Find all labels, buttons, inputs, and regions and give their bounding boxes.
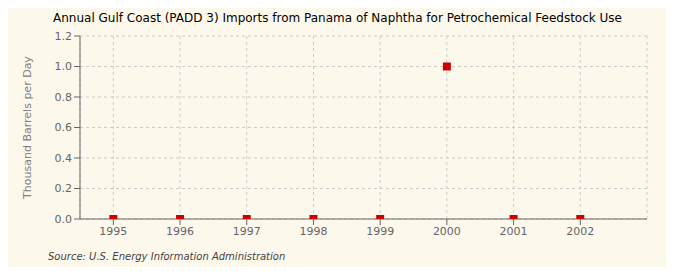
svg-text:1995: 1995 (99, 225, 127, 238)
svg-text:1996: 1996 (166, 225, 194, 238)
svg-text:2000: 2000 (433, 225, 461, 238)
svg-text:1998: 1998 (299, 225, 327, 238)
html-text:Source: U.S. Energy Informatio: Source: U.S. Energy Information Administ… (48, 251, 286, 262)
svg-text:1.0: 1.0 (55, 60, 73, 73)
html-text:Annual Gulf Coast (PADD 3) Imp: Annual Gulf Coast (PADD 3) Imports from … (53, 11, 622, 25)
svg-text:0.0: 0.0 (55, 213, 73, 226)
svg-text:1997: 1997 (233, 225, 261, 238)
svg-text:1.2: 1.2 (55, 30, 73, 43)
svg-text:Thousand Barrels per Day: Thousand Barrels per Day (21, 56, 34, 200)
svg-text:0.4: 0.4 (55, 152, 73, 165)
svg-text:1999: 1999 (366, 225, 394, 238)
svg-text:0.6: 0.6 (55, 121, 73, 134)
svg-text:2002: 2002 (566, 225, 594, 238)
svg-text:2001: 2001 (500, 225, 528, 238)
svg-text:0.2: 0.2 (55, 182, 73, 195)
svg-text:0.8: 0.8 (55, 91, 73, 104)
